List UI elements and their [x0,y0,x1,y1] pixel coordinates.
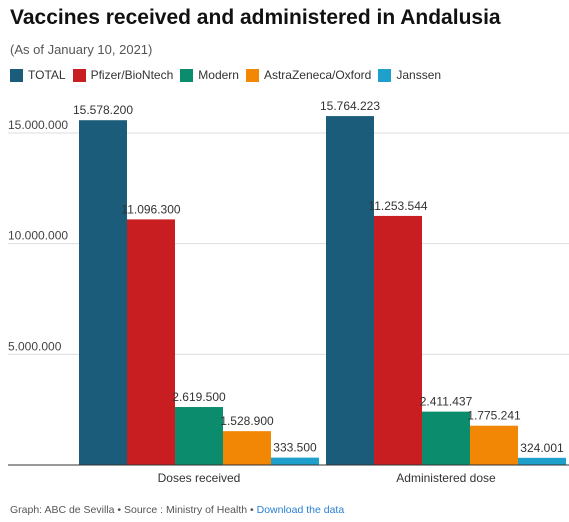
data-label: 2.619.500 [172,390,226,404]
y-tick-label: 10.000.000 [8,229,68,243]
legend-label: Modern [198,68,239,82]
legend-swatch [72,68,86,82]
bar [127,219,175,465]
bar [223,431,271,465]
bar [271,457,319,465]
chart-title: Vaccines received and administered in An… [10,6,501,29]
data-label: 324.001 [520,441,564,455]
legend-swatch [378,68,392,82]
bar [470,425,518,465]
legend-swatch [10,68,23,82]
y-tick-label: 5.000.000 [8,339,62,353]
footer: Graph: ABC de Sevilla • Source : Ministr… [10,504,344,516]
category-label: Doses received [158,471,241,485]
data-label: 1.528.900 [220,414,274,428]
legend-item: Janssen [378,68,441,82]
bar [374,215,422,465]
legend-label: Pfizer/BioNtech [90,68,174,82]
legend-label: AstraZeneca/Oxford [263,68,372,82]
chart-subtitle: (As of January 10, 2021) [10,42,153,57]
bar [326,116,374,465]
download-data-link[interactable]: Download the data [256,504,345,516]
bar [518,457,566,465]
legend-label: TOTAL [28,68,66,82]
legend-item: Modern [180,68,239,82]
data-label: 15.764.223 [320,99,380,113]
bar [422,411,470,465]
y-tick-label: 15.000.000 [8,118,68,132]
legend-swatch [180,68,194,82]
bar [79,120,127,465]
legend: TOTAL Pfizer/BioNtech Modern AstraZeneca/Ox… [10,68,441,82]
data-label: 15.578.200 [73,103,133,117]
category-label: Administered dose [396,471,496,485]
data-label: 11.096.300 [121,202,180,216]
data-label: 11.253.544 [368,199,427,213]
legend-item: TOTAL [10,68,66,82]
legend-swatch [245,68,259,82]
footer-credit: Graph: ABC de Sevilla • Source : Ministr… [10,504,257,516]
legend-label: Janssen [396,68,442,82]
bar [175,407,223,465]
data-label: 2.411.437 [420,395,473,409]
legend-item: Pfizer/BioNtech [72,68,174,82]
data-label: 1.775.241 [467,409,521,423]
legend-item: AstraZeneca/Oxford [245,68,372,82]
data-label: 333.500 [273,441,317,455]
